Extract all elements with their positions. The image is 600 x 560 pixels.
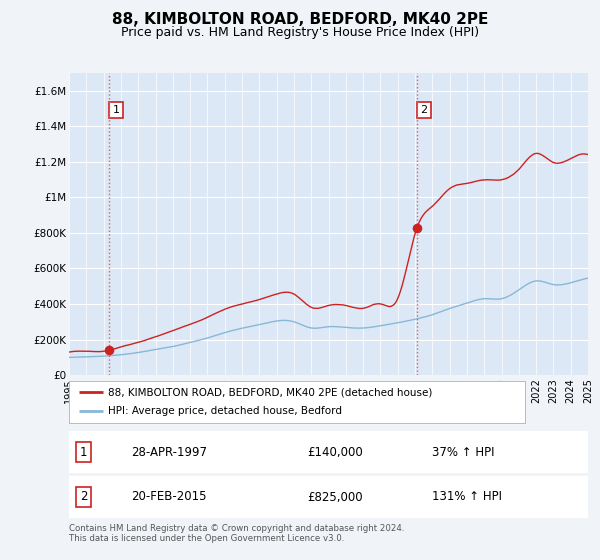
Text: Price paid vs. HM Land Registry's House Price Index (HPI): Price paid vs. HM Land Registry's House … — [121, 26, 479, 39]
Point — [104, 346, 114, 355]
Text: £140,000: £140,000 — [308, 446, 364, 459]
Text: 88, KIMBOLTON ROAD, BEDFORD, MK40 2PE: 88, KIMBOLTON ROAD, BEDFORD, MK40 2PE — [112, 12, 488, 27]
Text: 2: 2 — [421, 105, 428, 115]
Text: 28-APR-1997: 28-APR-1997 — [131, 446, 207, 459]
Text: 1: 1 — [113, 105, 119, 115]
Text: 88, KIMBOLTON ROAD, BEDFORD, MK40 2PE (detached house): 88, KIMBOLTON ROAD, BEDFORD, MK40 2PE (d… — [108, 387, 432, 397]
Text: 20-FEB-2015: 20-FEB-2015 — [131, 491, 207, 503]
Text: 131% ↑ HPI: 131% ↑ HPI — [432, 491, 502, 503]
Text: 37% ↑ HPI: 37% ↑ HPI — [432, 446, 495, 459]
Text: 1: 1 — [80, 446, 87, 459]
Text: HPI: Average price, detached house, Bedford: HPI: Average price, detached house, Bedf… — [108, 407, 342, 417]
Text: £825,000: £825,000 — [308, 491, 364, 503]
Text: 2: 2 — [80, 491, 87, 503]
Text: Contains HM Land Registry data © Crown copyright and database right 2024.
This d: Contains HM Land Registry data © Crown c… — [69, 524, 404, 543]
Point — [412, 224, 422, 233]
